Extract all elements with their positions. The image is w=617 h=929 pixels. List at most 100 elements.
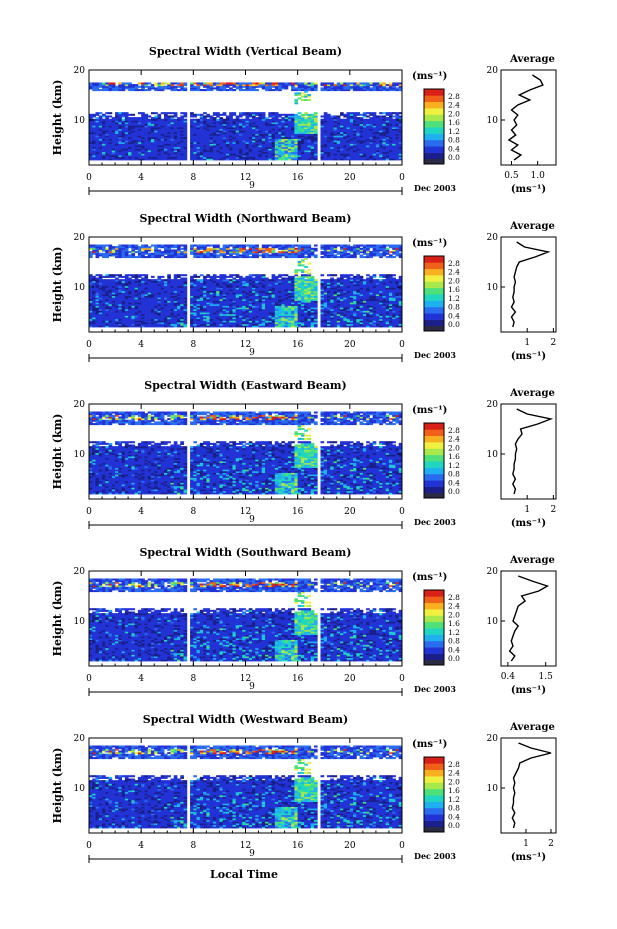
heatmap-cell: [238, 256, 243, 259]
heatmap-cell: [193, 318, 197, 321]
heatmap-cell: [379, 122, 383, 125]
heatmap-cell: [177, 136, 181, 139]
heatmap-cell: [134, 302, 139, 305]
heatmap-cell: [167, 310, 171, 313]
heatmap-cell: [281, 120, 286, 123]
heatmap-cell: [150, 156, 155, 159]
heatmap-cell: [225, 150, 230, 153]
heatmap-cell: [248, 112, 253, 115]
heatmap-cell: [278, 123, 282, 126]
heatmap-cell: [369, 150, 374, 153]
heatmap-cell: [147, 320, 152, 323]
heatmap-cell: [366, 141, 370, 144]
heatmap-cell: [336, 89, 341, 92]
heatmap-cell: [177, 127, 181, 130]
heatmap-cell: [297, 82, 302, 85]
heatmap-cell: [177, 289, 181, 292]
heatmap-cell: [216, 279, 220, 282]
heatmap-cell: [248, 292, 253, 295]
heatmap-cell: [398, 156, 403, 159]
heatmap-cell: [245, 285, 250, 288]
heatmap-cell: [92, 297, 96, 300]
heatmap-cell: [291, 151, 295, 154]
heatmap-cell: [392, 141, 396, 144]
heatmap-cell: [111, 148, 116, 151]
heatmap-cell: [137, 320, 142, 323]
heatmap-cell: [255, 82, 259, 85]
heatmap-cell: [206, 158, 211, 161]
heatmap-cell: [121, 298, 126, 301]
heatmap-cell: [203, 275, 207, 278]
heatmap-cell: [128, 251, 132, 254]
heatmap-cell: [124, 254, 129, 257]
heatmap-cell: [154, 153, 158, 156]
heatmap-cell: [108, 122, 113, 125]
heatmap-cell: [310, 85, 315, 88]
heatmap-cell: [203, 127, 207, 130]
heatmap-cell: [144, 117, 149, 120]
heatmap-cell: [294, 122, 299, 125]
heatmap-cell: [284, 153, 289, 156]
heatmap-cell: [128, 297, 132, 300]
heatmap-cell: [248, 145, 253, 148]
heatmap-cell: [108, 140, 113, 143]
heatmap-cell: [183, 140, 188, 143]
heatmap-cell: [294, 153, 299, 156]
heatmap-cell: [265, 155, 269, 158]
heatmap-cell: [242, 118, 246, 121]
heatmap-cell: [222, 151, 227, 154]
heatmap-cell: [203, 285, 207, 288]
heatmap-cell: [304, 128, 308, 131]
heatmap-cell: [190, 290, 194, 293]
heatmap-cell: [320, 120, 325, 123]
heatmap-cell: [359, 122, 364, 125]
heatmap-cell: [300, 141, 305, 144]
heatmap-cell: [336, 85, 341, 88]
heatmap-cell: [392, 150, 396, 153]
heatmap-cell: [173, 135, 178, 138]
heatmap-cell: [147, 89, 152, 92]
heatmap-cell: [144, 256, 149, 259]
heatmap-cell: [92, 156, 96, 159]
heatmap-cell: [265, 151, 269, 154]
heatmap-cell: [349, 85, 354, 88]
heatmap-cell: [203, 115, 207, 118]
heatmap-cell: [385, 136, 390, 139]
heatmap-cell: [167, 317, 171, 320]
heatmap-cell: [359, 128, 364, 131]
heatmap-cell: [180, 112, 184, 115]
heatmap-cell: [349, 135, 354, 138]
heatmap-cell: [281, 143, 286, 146]
heatmap-cell: [124, 287, 129, 290]
heatmap-cell: [124, 118, 129, 121]
heatmap-cell: [216, 150, 220, 153]
heatmap-cell: [375, 127, 380, 130]
heatmap-cell: [333, 141, 338, 144]
heatmap-cell: [157, 125, 162, 128]
heatmap-cell: [128, 303, 132, 306]
heatmap-cell: [131, 292, 136, 295]
heatmap-cell: [98, 141, 103, 144]
heatmap-cell: [98, 317, 103, 320]
heatmap-cell: [141, 287, 145, 290]
heatmap-cell: [150, 143, 155, 146]
heatmap-cell: [180, 247, 184, 250]
heatmap-cell: [238, 292, 243, 295]
heatmap-cell: [278, 146, 282, 149]
heatmap-cell: [284, 123, 289, 126]
heatmap-cell: [245, 140, 250, 143]
heatmap-cell: [196, 307, 201, 310]
heatmap-cell: [163, 300, 168, 303]
heatmap-cell: [346, 128, 351, 131]
heatmap-cell: [134, 295, 139, 298]
heatmap-cell: [245, 313, 250, 316]
heatmap-cell: [167, 323, 171, 326]
heatmap-cell: [190, 307, 194, 310]
heatmap-cell: [372, 150, 377, 153]
heatmap-cell: [216, 113, 220, 116]
heatmap-cell: [163, 303, 168, 306]
heatmap-cell: [372, 84, 377, 87]
heatmap-cell: [300, 128, 305, 131]
heatmap-cell: [369, 130, 374, 133]
heatmap-cell: [199, 156, 204, 159]
